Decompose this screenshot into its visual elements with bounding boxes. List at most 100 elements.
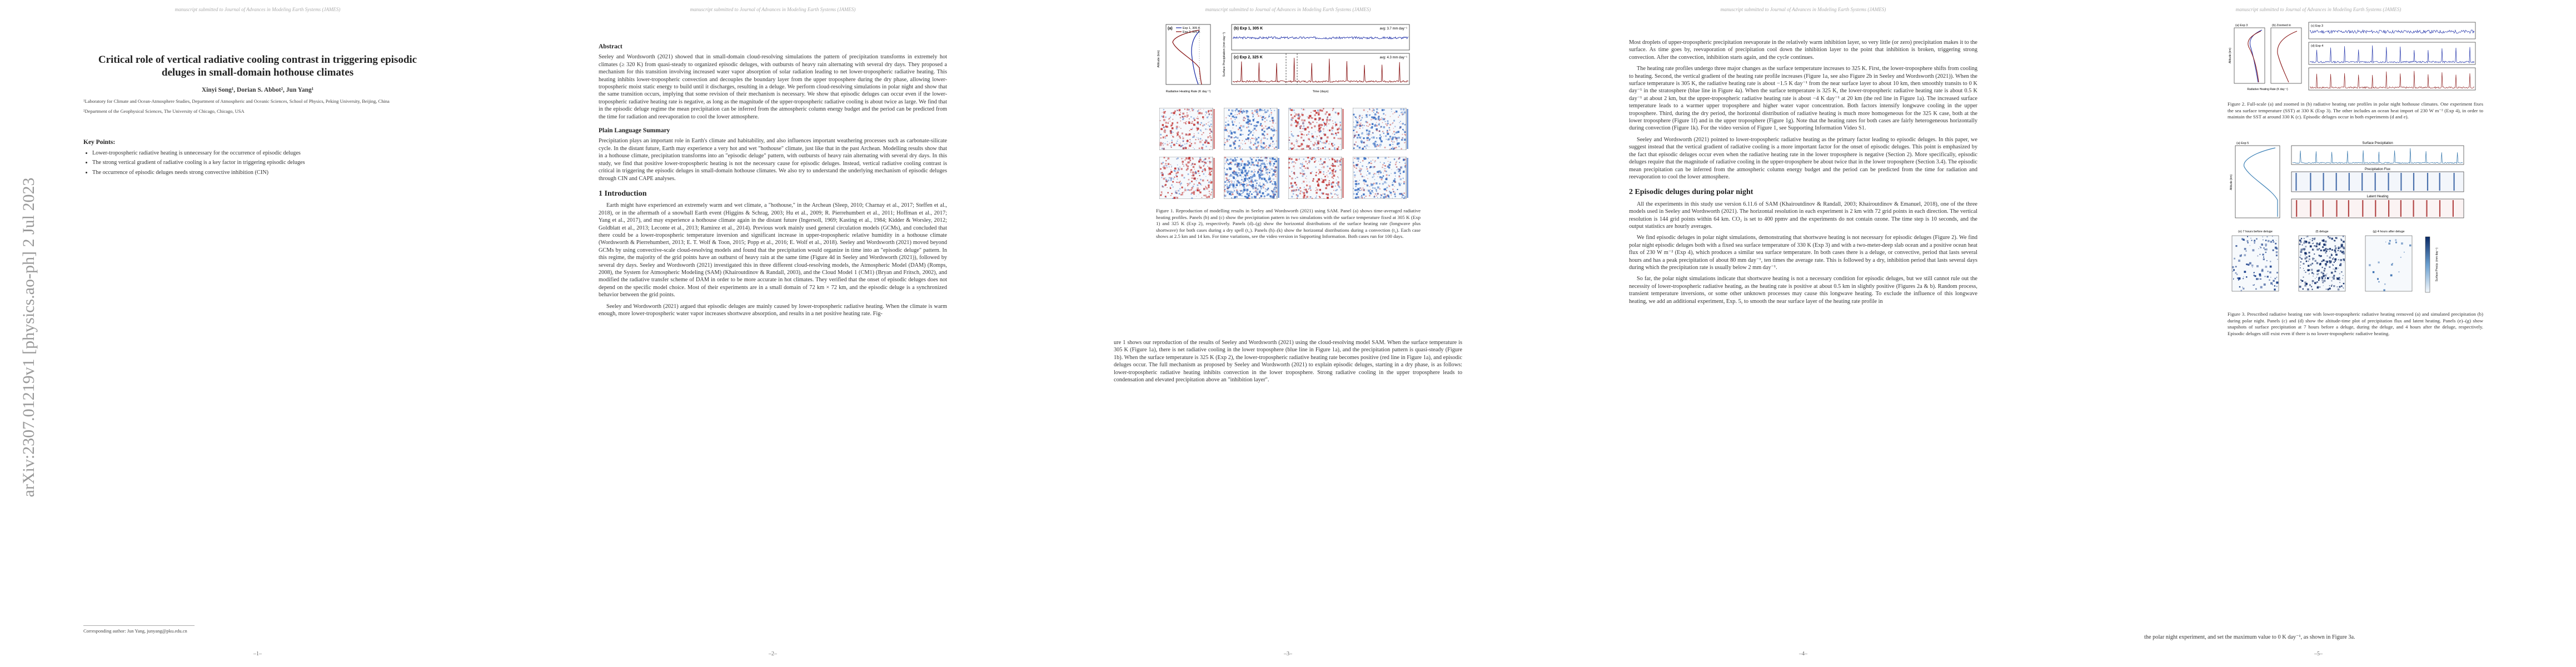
heatmap-cell — [1368, 135, 1369, 136]
snapshot-cell — [1242, 169, 1243, 171]
snapshot-cell — [1392, 148, 1394, 150]
snapshot-cell — [1357, 196, 1359, 198]
heatmap-cell — [1239, 190, 1241, 191]
snapshot-cell — [1238, 110, 1240, 112]
heatmap-cell — [1229, 125, 1230, 126]
snapshot-cell — [1384, 181, 1386, 183]
snapshot-cell — [2316, 262, 2319, 265]
heatmap-cell — [1275, 130, 1277, 131]
heatmap-cell — [1362, 187, 1364, 189]
snapshot-cell — [2372, 271, 2375, 273]
snapshot-cell — [2339, 273, 2340, 275]
snapshot-cell — [1225, 160, 1227, 162]
snapshot-cell — [1301, 148, 1303, 150]
snapshot-cell — [1244, 175, 1247, 177]
snapshot-cell — [1257, 171, 1259, 173]
page-4-paragraph-2: The heating rate profiles undergo three … — [1629, 66, 1977, 132]
snapshot-cell — [1258, 168, 1261, 171]
snapshot-cell — [1185, 121, 1187, 122]
snapshot-cell — [1198, 139, 1199, 140]
heatmap-cell — [1324, 142, 1327, 145]
snapshot-cell — [1338, 165, 1339, 167]
snapshot-cell — [2270, 277, 2271, 278]
snapshot-cell — [1308, 188, 1309, 190]
snapshot-cell — [1164, 132, 1166, 133]
snapshot-cell — [1397, 168, 1399, 171]
fig3-stripe — [2388, 173, 2389, 191]
heatmap-cell — [1402, 137, 1403, 139]
heatmap-cell — [1392, 133, 1393, 135]
heatmap-cell — [1334, 147, 1336, 149]
snapshot-cell — [2251, 240, 2253, 241]
heatmap-cell — [1203, 124, 1205, 126]
heatmap-cell — [1326, 123, 1327, 124]
snapshot-cell — [1267, 138, 1268, 140]
snapshot-cell — [1260, 165, 1262, 166]
snapshot-cell — [1366, 116, 1368, 118]
snapshot-cell — [1206, 196, 1208, 198]
snapshot-cell — [1318, 117, 1320, 119]
fig3-title-c: Precipitation Flux — [2365, 168, 2390, 171]
heatmap-cell — [1365, 195, 1367, 197]
heatmap-cell — [1354, 136, 1356, 138]
heatmap-cell — [1175, 192, 1177, 193]
snapshot-cell — [2300, 279, 2302, 281]
snapshot-cell — [1328, 119, 1331, 121]
snapshot-cell — [1247, 165, 1249, 166]
snapshot-cell — [1250, 185, 1252, 186]
snapshot-cell — [1404, 196, 1406, 198]
heatmap-cell — [1170, 145, 1172, 147]
snapshot-cell — [1204, 141, 1207, 144]
heatmap-cell — [1393, 141, 1395, 143]
snapshot-cell — [2340, 245, 2343, 247]
snapshot-cell — [1177, 131, 1179, 133]
snapshot-cell — [1328, 182, 1331, 184]
snapshot-cell — [1253, 125, 1255, 127]
snapshot-cell — [1273, 134, 1275, 136]
snapshot-cell — [1373, 143, 1376, 146]
heatmap-cell — [1268, 147, 1270, 149]
heatmap-cell — [1384, 165, 1386, 167]
snapshot-cell — [1303, 188, 1306, 191]
snapshot-cell — [1243, 176, 1244, 178]
heatmap-cell — [1240, 184, 1242, 186]
snapshot-cell — [1268, 172, 1270, 173]
snapshot-cell — [1316, 180, 1318, 183]
snapshot-cell — [1308, 121, 1310, 123]
snapshot-cell — [2342, 244, 2343, 246]
heatmap-cell — [1297, 196, 1299, 197]
snapshot-cell — [1295, 158, 1298, 161]
snapshot-cell — [1167, 157, 1170, 160]
snapshot-cell — [1234, 118, 1236, 121]
intro-paragraph-1: Earth might have experienced an extremel… — [599, 202, 947, 298]
snapshot-cell — [1381, 136, 1382, 137]
snapshot-cell — [2262, 253, 2264, 256]
fig2-panel-a-frame — [2234, 27, 2265, 84]
snapshot-cell — [2312, 257, 2314, 260]
snapshot-cell — [1366, 130, 1368, 131]
snapshot-cell — [1165, 126, 1167, 127]
heatmap-cell — [1390, 138, 1391, 140]
heatmap-cell — [1227, 131, 1228, 132]
heatmap-cell — [1336, 133, 1337, 135]
snapshot-cell — [1314, 142, 1316, 143]
snapshot-cell — [1269, 162, 1271, 165]
snapshot-cell — [1403, 158, 1405, 161]
snapshot-cell — [1320, 123, 1322, 126]
snapshot-cell — [2319, 286, 2321, 288]
heatmap-cell — [1302, 123, 1304, 125]
snapshot-cell — [1248, 130, 1250, 132]
snapshot-cell — [1246, 185, 1248, 187]
heatmap-cell — [1176, 158, 1178, 160]
snapshot-cell — [1275, 160, 1277, 162]
snapshot-cell — [2305, 282, 2308, 285]
fig3-title-b: Surface Precipitation — [2362, 142, 2393, 145]
key-point: The occurrence of episodic deluges needs… — [92, 169, 432, 176]
snapshot-cell — [1181, 158, 1183, 160]
snapshot-cell — [1255, 191, 1256, 192]
snapshot-cell — [1374, 125, 1377, 127]
heatmap-cell — [1273, 147, 1275, 150]
snapshot-cell — [1245, 172, 1248, 175]
snapshot-cell — [2310, 263, 2312, 266]
heatmap-cell — [1293, 109, 1295, 111]
